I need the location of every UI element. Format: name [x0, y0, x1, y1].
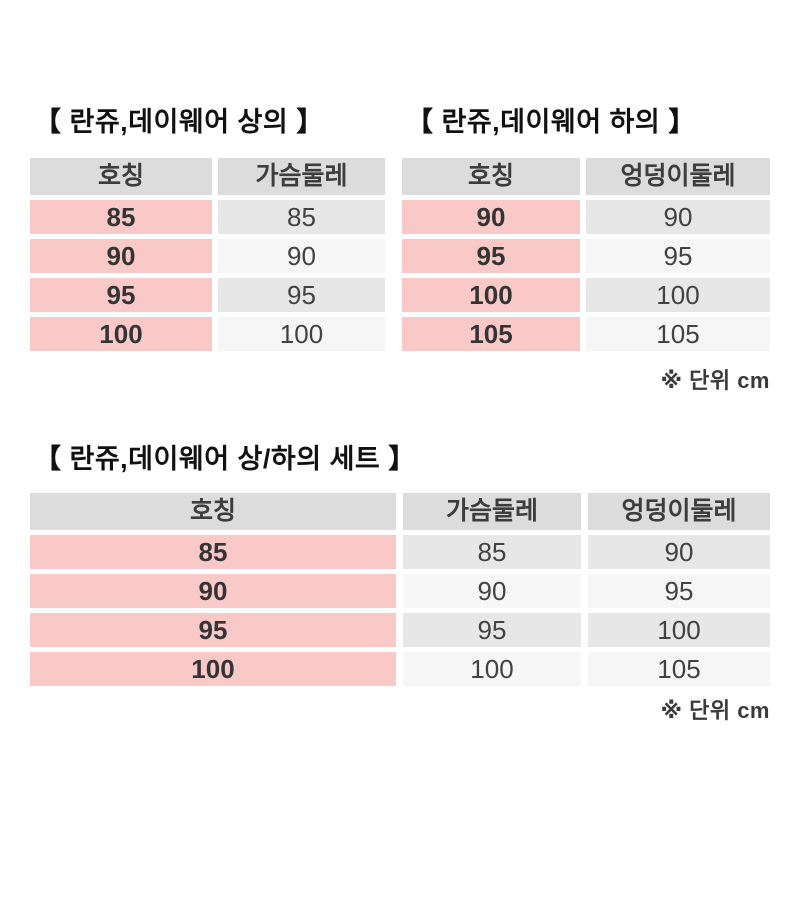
table-header-row: 호칭 엉덩이둘레	[402, 158, 770, 195]
set-size-table: 호칭 가슴둘레 엉덩이둘레 85 85 90 90 90 95 95 95 10…	[30, 493, 770, 686]
tops-size-table: 호칭 가슴둘레 85 85 90 90 95 95 100 100	[30, 158, 385, 356]
measure-cell: 95	[218, 278, 385, 312]
table-row: 100 100	[402, 278, 770, 312]
column-header-chest: 가슴둘레	[403, 493, 581, 530]
measure-cell: 100	[588, 613, 770, 647]
column-header-chest: 가슴둘레	[218, 158, 385, 195]
size-cell: 85	[30, 535, 396, 569]
set-table-title: 【 란쥬,데이웨어 상/하의 세트 】	[34, 444, 416, 474]
size-chart-page: 【 란쥬,데이웨어 상의 】 【 란쥬,데이웨어 하의 】 호칭 가슴둘레 85…	[0, 100, 800, 900]
top-titles-row: 【 란쥬,데이웨어 상의 】 【 란쥬,데이웨어 하의 】	[30, 100, 770, 139]
measure-cell: 90	[586, 200, 770, 234]
measure-cell: 90	[588, 535, 770, 569]
table-row: 100 100 105	[30, 652, 770, 686]
table-row: 85 85	[30, 200, 385, 234]
measure-cell: 105	[588, 652, 770, 686]
bottoms-table-title: 【 란쥬,데이웨어 하의 】	[406, 107, 696, 137]
unit-note: ※ 단위 cm	[660, 698, 770, 723]
size-cell: 105	[402, 317, 580, 351]
table-row: 95 95	[30, 278, 385, 312]
size-cell: 90	[402, 200, 580, 234]
size-cell: 95	[30, 278, 212, 312]
measure-cell: 100	[403, 652, 581, 686]
unit-note: ※ 단위 cm	[660, 368, 770, 393]
size-cell: 100	[30, 652, 396, 686]
measure-cell: 100	[218, 317, 385, 351]
bottoms-size-table: 호칭 엉덩이둘레 90 90 95 95 100 100 105 105	[402, 158, 770, 356]
measure-cell: 95	[403, 613, 581, 647]
column-header-hip: 엉덩이둘레	[588, 493, 770, 530]
table-row: 95 95	[402, 239, 770, 273]
size-cell: 100	[402, 278, 580, 312]
top-tables-row: 호칭 가슴둘레 85 85 90 90 95 95 100 100	[30, 158, 770, 356]
table-row: 95 95 100	[30, 613, 770, 647]
table-header-row: 호칭 가슴둘레	[30, 158, 385, 195]
measure-cell: 95	[588, 574, 770, 608]
measure-cell: 90	[403, 574, 581, 608]
table-row: 90 90	[30, 239, 385, 273]
table-row: 100 100	[30, 317, 385, 351]
size-cell: 100	[30, 317, 212, 351]
size-cell: 90	[30, 239, 212, 273]
table-header-row: 호칭 가슴둘레 엉덩이둘레	[30, 493, 770, 530]
table-row: 85 85 90	[30, 535, 770, 569]
measure-cell: 105	[586, 317, 770, 351]
table-row: 90 90 95	[30, 574, 770, 608]
table-row: 90 90	[402, 200, 770, 234]
measure-cell: 100	[586, 278, 770, 312]
size-cell: 85	[30, 200, 212, 234]
measure-cell: 95	[586, 239, 770, 273]
measure-cell: 90	[218, 239, 385, 273]
measure-cell: 85	[218, 200, 385, 234]
size-cell: 95	[30, 613, 396, 647]
column-header-size: 호칭	[402, 158, 580, 195]
column-header-hip: 엉덩이둘레	[586, 158, 770, 195]
size-cell: 90	[30, 574, 396, 608]
size-cell: 95	[402, 239, 580, 273]
column-header-size: 호칭	[30, 158, 212, 195]
table-row: 105 105	[402, 317, 770, 351]
column-header-size: 호칭	[30, 493, 396, 530]
measure-cell: 85	[403, 535, 581, 569]
tops-table-title: 【 란쥬,데이웨어 상의 】	[34, 107, 324, 137]
